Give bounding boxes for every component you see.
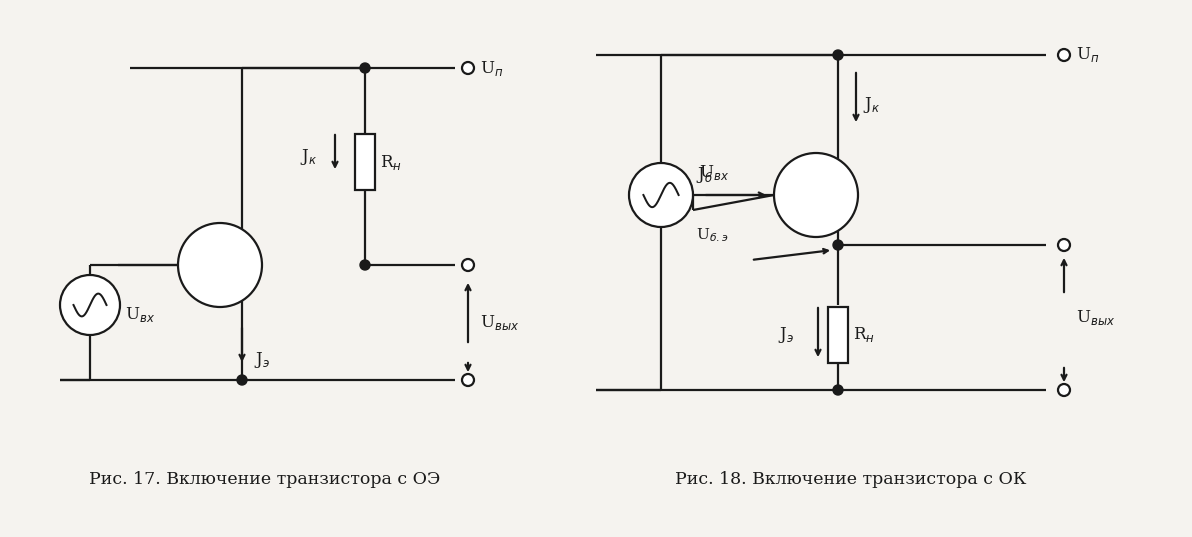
Text: Рис. 17. Включение транзистора с ОЭ: Рис. 17. Включение транзистора с ОЭ [89, 471, 441, 489]
Circle shape [1058, 384, 1070, 396]
Text: R$_н$: R$_н$ [853, 325, 875, 345]
Text: U$_{вх}$: U$_{вх}$ [699, 163, 730, 183]
Circle shape [462, 62, 474, 74]
Text: Рис. 18. Включение транзистора с ОК: Рис. 18. Включение транзистора с ОК [676, 471, 1026, 489]
Circle shape [60, 275, 120, 335]
Bar [355, 134, 375, 190]
Circle shape [360, 63, 370, 73]
Circle shape [833, 50, 843, 60]
Text: U$_{вых}$: U$_{вых}$ [480, 313, 520, 332]
Text: J$_к$: J$_к$ [300, 147, 317, 167]
Text: J$_к$: J$_к$ [863, 95, 880, 115]
Text: J$_б$: J$_б$ [696, 165, 713, 185]
Circle shape [360, 260, 370, 270]
Circle shape [833, 385, 843, 395]
Text: J$_б$: J$_б$ [186, 235, 203, 255]
Circle shape [462, 259, 474, 271]
Circle shape [774, 153, 858, 237]
Circle shape [1058, 239, 1070, 251]
Text: U$_{б.э}$: U$_{б.э}$ [696, 226, 728, 244]
Bar [828, 307, 848, 363]
Circle shape [178, 223, 262, 307]
Circle shape [237, 375, 247, 385]
Circle shape [629, 163, 693, 227]
Text: U$_п$: U$_п$ [480, 59, 503, 77]
Circle shape [462, 374, 474, 386]
Text: R$_н$: R$_н$ [380, 153, 402, 171]
Text: U$_{вых}$: U$_{вых}$ [1076, 308, 1116, 327]
Circle shape [833, 240, 843, 250]
Circle shape [1058, 49, 1070, 61]
Text: U$_п$: U$_п$ [1076, 46, 1099, 64]
Text: J$_э$: J$_э$ [254, 350, 269, 370]
Text: U$_{вх}$: U$_{вх}$ [125, 306, 155, 324]
Text: J$_э$: J$_э$ [778, 325, 794, 345]
